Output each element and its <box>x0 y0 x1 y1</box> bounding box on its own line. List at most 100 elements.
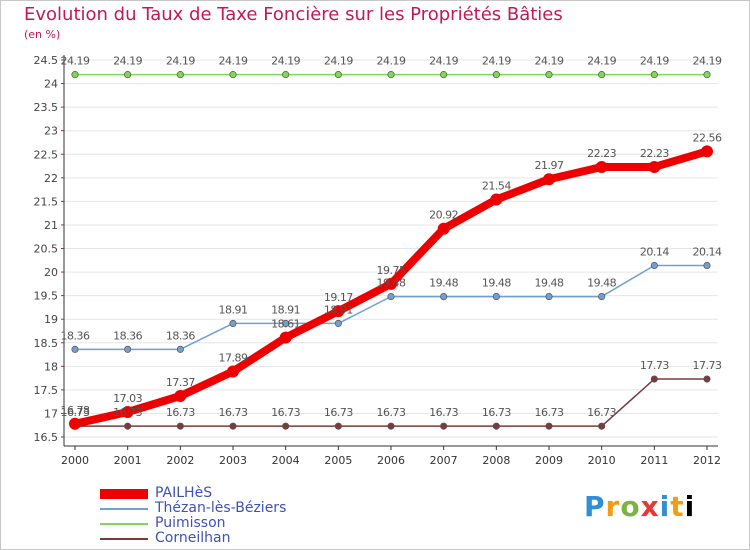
data-label: 18.36 <box>61 329 90 342</box>
data-label: 19.48 <box>429 277 458 290</box>
data-point <box>545 293 553 301</box>
data-label: 19.17 <box>324 291 353 304</box>
data-label: 16.73 <box>113 406 142 419</box>
data-point <box>69 417 81 430</box>
data-point <box>387 422 395 430</box>
data-point <box>229 71 237 79</box>
data-label: 16.73 <box>377 406 406 419</box>
y-tick-label: 23.5 <box>34 101 59 114</box>
data-point <box>279 331 292 344</box>
data-label: 19.48 <box>482 277 511 290</box>
data-label: 24.19 <box>219 55 248 68</box>
data-label: 24.19 <box>535 55 564 68</box>
data-point <box>282 319 290 327</box>
data-point <box>437 222 450 235</box>
y-tick-label: 19 <box>44 313 58 326</box>
data-label: 18.61 <box>271 318 300 331</box>
data-label: 24.19 <box>271 55 300 68</box>
data-label: 18.36 <box>113 329 142 342</box>
data-point <box>545 71 553 79</box>
data-point <box>176 345 184 353</box>
x-tick-label: 2002 <box>166 454 194 467</box>
data-point <box>492 293 500 301</box>
data-point <box>598 422 606 430</box>
data-label: 24.19 <box>324 55 353 68</box>
data-label: 20.14 <box>640 245 669 258</box>
data-point <box>598 71 606 79</box>
data-point <box>282 71 290 79</box>
legend-label: PAILHèS <box>155 485 213 501</box>
data-point <box>334 319 342 327</box>
data-point <box>124 345 132 353</box>
y-tick-label: 16.5 <box>34 431 59 444</box>
data-label: 16.73 <box>482 406 511 419</box>
y-tick-label: 17.5 <box>34 384 59 397</box>
legend-item: Puimisson <box>100 515 380 531</box>
x-tick-label: 2010 <box>588 454 616 467</box>
data-point <box>595 160 608 173</box>
data-label: 24.19 <box>377 55 406 68</box>
y-tick-label: 20 <box>44 266 58 279</box>
data-label: 17.03 <box>113 392 142 405</box>
data-label: 20.14 <box>693 245 722 258</box>
data-label: 24.19 <box>587 55 616 68</box>
data-point <box>490 193 503 206</box>
unit-label: (en %) <box>24 28 61 41</box>
data-label: 24.19 <box>693 55 722 68</box>
data-label: 18.91 <box>324 303 353 316</box>
data-point <box>650 71 658 79</box>
y-tick-label: 24 <box>44 78 58 91</box>
data-point <box>492 71 500 79</box>
data-point <box>176 71 184 79</box>
data-label: 17.73 <box>640 359 669 372</box>
x-tick-label: 2012 <box>693 454 721 467</box>
data-label: 16.78 <box>61 404 90 417</box>
data-label: 19.48 <box>377 277 406 290</box>
data-point <box>124 71 132 79</box>
data-label: 18.91 <box>219 303 248 316</box>
y-tick-label: 24.5 <box>34 54 59 67</box>
legend-swatch <box>100 537 148 540</box>
proxiti-logo: Proxiti <box>584 490 696 523</box>
data-label: 19.48 <box>587 277 616 290</box>
data-point <box>440 422 448 430</box>
data-label: 17.37 <box>166 376 195 389</box>
data-point <box>440 293 448 301</box>
legend-item: Corneilhan <box>100 530 380 546</box>
data-point <box>598 293 606 301</box>
y-tick-label: 20.5 <box>34 243 59 256</box>
data-point <box>545 422 553 430</box>
data-point <box>650 375 658 383</box>
legend-label: Thézan-lès-Béziers <box>155 500 287 516</box>
y-tick-label: 23 <box>44 125 58 138</box>
data-point <box>334 422 342 430</box>
data-label: 24.19 <box>482 55 511 68</box>
data-label: 24.19 <box>113 55 142 68</box>
data-label: 16.73 <box>324 406 353 419</box>
y-tick-label: 22 <box>44 172 58 185</box>
data-point <box>176 422 184 430</box>
legend-swatch <box>100 507 148 510</box>
x-tick-label: 2011 <box>640 454 668 467</box>
data-label: 24.19 <box>640 55 669 68</box>
legend-label: Puimisson <box>155 515 226 531</box>
data-label: 22.23 <box>640 147 669 160</box>
y-tick-label: 17 <box>44 407 58 420</box>
data-point <box>703 261 711 270</box>
data-point <box>387 293 395 301</box>
data-label: 17.89 <box>219 351 248 364</box>
y-tick-label: 18.5 <box>34 337 59 350</box>
data-label: 16.73 <box>535 406 564 419</box>
data-point <box>701 145 713 158</box>
data-label: 24.19 <box>429 55 458 68</box>
data-label: 16.73 <box>271 406 300 419</box>
legend-swatch <box>100 522 148 525</box>
x-tick-label: 2009 <box>535 454 563 467</box>
data-point <box>71 345 79 353</box>
x-tick-label: 2007 <box>430 454 458 467</box>
data-point <box>492 422 500 430</box>
x-tick-label: 2006 <box>377 454 405 467</box>
legend-label: Corneilhan <box>155 530 231 546</box>
x-tick-label: 2008 <box>482 454 510 467</box>
